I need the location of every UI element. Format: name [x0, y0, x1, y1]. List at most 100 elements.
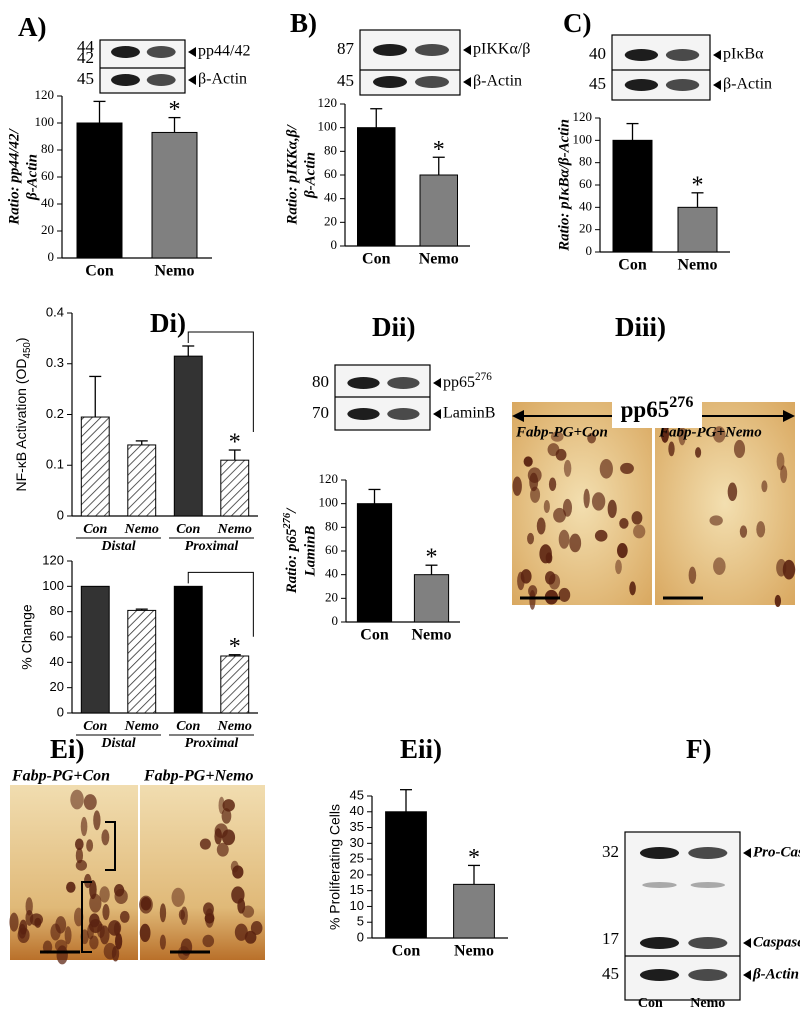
mw-marker: 17 [602, 929, 620, 948]
text-part: / [284, 507, 300, 514]
y-tick-label: 60 [324, 166, 337, 181]
error-bar [135, 608, 148, 611]
label-arrow [188, 47, 196, 57]
blot-band [111, 46, 140, 58]
y-axis-label: % Proliferating Cells [327, 804, 343, 930]
bar [151, 131, 198, 259]
y-tick-label: 0.4 [46, 304, 64, 319]
y-tick-label: 100 [319, 495, 339, 510]
header-backdrop [612, 398, 702, 428]
y-tick-label: 80 [324, 142, 337, 157]
blot-label: LaminB [443, 405, 495, 422]
y-axis-label: β-Actin [302, 152, 318, 199]
y-tick-label: 80 [325, 518, 338, 533]
nucleus [119, 910, 130, 923]
nucleus [93, 810, 101, 831]
panel-label: Di) [150, 308, 186, 338]
y-tick-label: 20 [350, 866, 364, 881]
blot-band [642, 882, 677, 888]
label-arrow [433, 409, 441, 419]
blot-band [624, 79, 659, 91]
nucleus [523, 456, 533, 467]
error-bar [89, 375, 102, 418]
text-part: pp65 [443, 374, 475, 391]
nucleus [34, 917, 42, 928]
y-tick-label: 0 [357, 929, 364, 944]
bar [419, 174, 458, 247]
y-tick-label: 100 [573, 131, 593, 146]
error-bar [368, 488, 381, 504]
comparison-bracket [187, 571, 254, 637]
mw-marker: 70 [312, 403, 329, 422]
significance-mark: * [169, 97, 181, 123]
nucleus [55, 916, 67, 934]
nucleus [545, 571, 556, 585]
nucleus [545, 552, 553, 564]
blot-label: pIKKα/β [473, 41, 530, 58]
nucleus [558, 587, 571, 602]
micrograph-label: Fabp-PG+Con [11, 768, 110, 785]
group-label: Proximal [185, 539, 239, 554]
nucleus [86, 839, 94, 852]
label-arrow [188, 75, 196, 85]
nucleus [202, 934, 215, 948]
nucleus [529, 472, 539, 492]
panel-label: Dii) [372, 312, 416, 342]
nucleus [558, 529, 570, 549]
y-axis-label: Ratio: pp44/42/ [6, 127, 22, 225]
nucleus [114, 932, 123, 950]
nucleus [80, 816, 88, 837]
x-tick-label: Nemo [217, 522, 252, 537]
y-tick-label: 0.2 [46, 406, 64, 421]
x-tick-label: Nemo [124, 522, 159, 537]
bar [385, 811, 427, 939]
nucleus [221, 829, 236, 846]
panel-label: Eii) [400, 734, 442, 764]
bar [127, 444, 157, 517]
nucleus [709, 515, 723, 526]
y-tick-label: 40 [41, 195, 54, 210]
nucleus [139, 923, 151, 943]
bar [127, 609, 157, 714]
x-tick-label: Nemo [419, 251, 459, 268]
nucleus [780, 465, 788, 484]
micrograph-label: Fabp-PG+Nemo [658, 424, 762, 440]
bar [453, 883, 495, 939]
nucleus [668, 441, 675, 457]
blot-band [373, 76, 407, 88]
y-axis-label: Ratio: pIKKα,β/ [284, 124, 300, 226]
blot-frame [99, 39, 186, 94]
nucleus [629, 581, 636, 596]
nucleus [761, 480, 768, 493]
nucleus [615, 559, 622, 575]
nucleus [103, 942, 117, 960]
significance-mark: * [426, 545, 438, 571]
nucleus [216, 842, 229, 857]
y-tick-label: 20 [50, 679, 64, 694]
nucleus [607, 499, 617, 519]
nucleus [218, 796, 225, 815]
x-tick-label: Con [362, 251, 391, 268]
y-tick-label: 0 [586, 243, 593, 258]
y-axis-label: β-Actin [24, 154, 40, 201]
y-tick-label: 0 [332, 613, 339, 628]
nucleus [66, 881, 76, 893]
y-tick-label: 0.3 [46, 355, 64, 370]
bar [173, 355, 203, 517]
blot-band [347, 377, 380, 389]
nucleus [512, 476, 522, 496]
x-tick-label: Con [618, 257, 647, 274]
blot-band [688, 937, 728, 949]
nucleus [782, 559, 796, 580]
x-tick-label: Con [85, 263, 114, 280]
blot-band [665, 49, 700, 61]
nucleus [99, 925, 110, 945]
label-arrow [463, 45, 471, 55]
mw-marker: 45 [602, 964, 619, 983]
group-label: Distal [100, 539, 135, 554]
x-tick-label: Con [176, 522, 200, 537]
significance-mark: * [229, 634, 241, 660]
y-tick-label: 20 [41, 222, 54, 237]
nucleus [633, 524, 646, 539]
